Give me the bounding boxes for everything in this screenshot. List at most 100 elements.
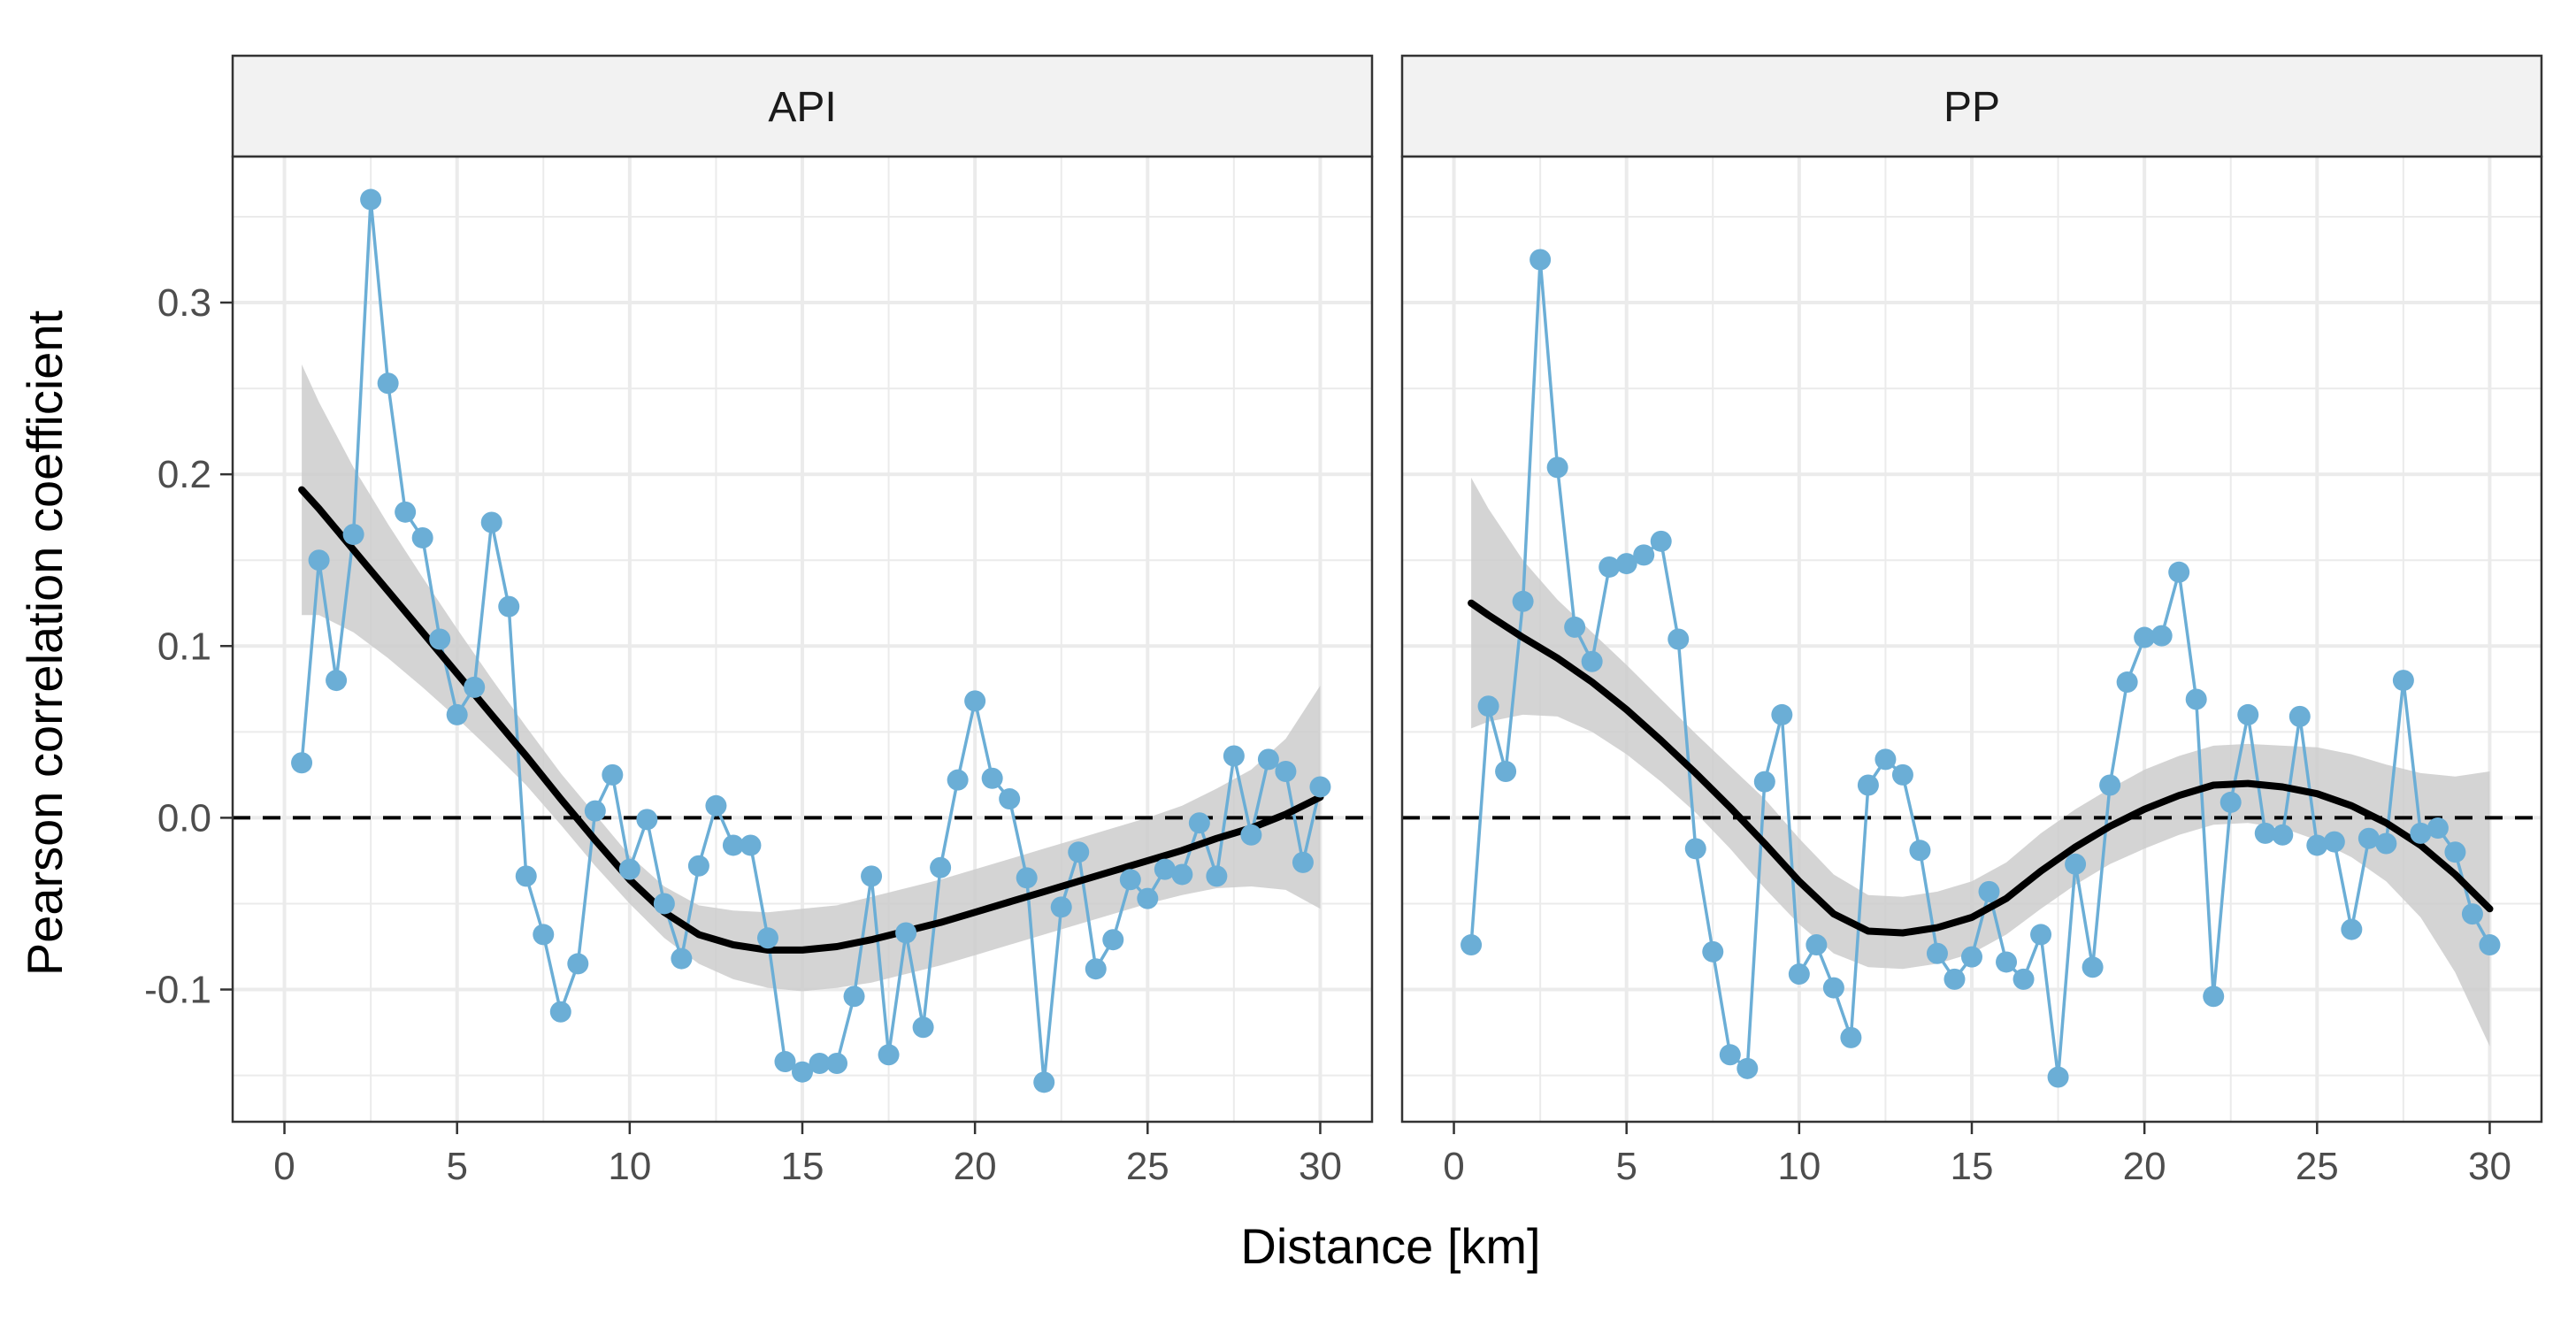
data-point <box>1598 556 1621 578</box>
facet-strip <box>231 54 1374 158</box>
data-point <box>1736 1057 1759 1079</box>
x-tick-label: 15 <box>1951 1145 1994 1188</box>
data-point <box>2410 822 2432 844</box>
x-tick-label: 5 <box>446 1145 467 1188</box>
data-point <box>1633 544 1655 566</box>
data-point <box>2426 817 2449 840</box>
facet-title: API <box>768 84 836 131</box>
data-point <box>1564 616 1586 638</box>
data-point <box>602 763 624 786</box>
data-point <box>1978 880 2000 902</box>
data-point <box>411 526 433 548</box>
data-point <box>2116 671 2138 694</box>
x-tick-label: 20 <box>2123 1145 2166 1188</box>
data-point <box>498 595 520 617</box>
data-point <box>964 690 986 712</box>
data-point <box>2272 824 2294 846</box>
x-tick-label: 30 <box>1299 1145 1342 1188</box>
data-point <box>1171 863 1193 886</box>
smooth-line <box>1468 599 2494 937</box>
data-point <box>446 703 468 725</box>
data-point <box>740 834 762 856</box>
data-point <box>1512 590 1534 612</box>
x-tick-label: 10 <box>1777 1145 1821 1188</box>
data-point <box>1857 774 1879 796</box>
data-point <box>2134 626 2156 648</box>
data-point <box>2479 934 2501 956</box>
data-point <box>2306 834 2328 856</box>
x-tick-label: 25 <box>2296 1145 2339 1188</box>
data-point <box>2082 956 2104 978</box>
data-point <box>2358 827 2380 849</box>
data-point <box>1240 824 1262 846</box>
data-point <box>1119 869 1141 891</box>
y-tick-label: 0.3 <box>157 281 211 325</box>
data-point <box>722 834 744 856</box>
data-point <box>1495 760 1517 782</box>
data-point <box>981 767 1003 789</box>
data-point <box>480 511 502 533</box>
data-point <box>653 893 675 915</box>
y-axis-title: Pearson correlation coefficient <box>17 310 73 976</box>
data-point <box>878 1044 900 1066</box>
data-point <box>930 856 952 878</box>
data-point <box>342 524 364 546</box>
data-point <box>2012 968 2035 990</box>
data-point <box>2203 986 2225 1008</box>
data-point <box>1581 650 1603 672</box>
data-point <box>861 865 883 887</box>
data-point <box>1257 748 1279 771</box>
data-point <box>515 865 537 887</box>
x-tick-label: 5 <box>1615 1145 1637 1188</box>
data-point <box>1050 896 1072 918</box>
data-point <box>2047 1066 2069 1088</box>
data-point <box>308 549 330 571</box>
data-point <box>1788 963 1810 986</box>
x-tick-label: 10 <box>608 1145 651 1188</box>
data-point <box>2220 791 2242 813</box>
data-point <box>1154 858 1176 880</box>
data-point <box>326 670 348 692</box>
data-point <box>1771 703 1793 725</box>
data-point <box>705 794 727 817</box>
data-point <box>1102 929 1124 951</box>
data-point <box>2185 688 2207 710</box>
panel-api: API 0 5 10 15 20 25 30 <box>231 54 1374 1188</box>
data-point <box>2254 822 2276 844</box>
data-point <box>1085 958 1107 980</box>
data-point <box>1615 553 1637 575</box>
data-point <box>1961 946 1982 968</box>
data-point <box>2444 841 2466 863</box>
data-point <box>843 986 865 1008</box>
data-point <box>1275 760 1297 782</box>
data-point <box>2150 625 2173 647</box>
data-point <box>291 752 313 774</box>
data-point <box>533 924 555 946</box>
x-axis-title: Distance [km] <box>1240 1218 1540 1274</box>
data-point <box>1806 934 1828 956</box>
data-point <box>1874 748 1897 771</box>
data-point <box>2323 831 2345 853</box>
data-point <box>377 372 399 395</box>
data-point <box>2168 561 2190 583</box>
data-point <box>549 1001 571 1023</box>
data-point <box>2065 853 2087 875</box>
data-point <box>1996 951 2018 973</box>
data-point <box>1460 934 1483 956</box>
x-tick-label: 15 <box>781 1145 824 1188</box>
facet-strip <box>1400 54 2543 158</box>
data-point <box>792 1061 813 1083</box>
data-point <box>1530 249 1552 271</box>
data-point <box>2341 918 2363 940</box>
y-tick-label: 0.0 <box>157 796 211 840</box>
data-point <box>2375 832 2397 855</box>
data-point <box>912 1016 934 1039</box>
data-point <box>1891 763 1913 786</box>
data-point <box>1909 840 1931 862</box>
data-point <box>360 188 382 211</box>
panel-pp: PP 0 5 10 15 20 25 30 <box>1400 54 2543 1188</box>
y-axis: -0.1 0.0 0.1 0.2 0.3 <box>144 281 233 1012</box>
data-point <box>1944 968 1966 990</box>
